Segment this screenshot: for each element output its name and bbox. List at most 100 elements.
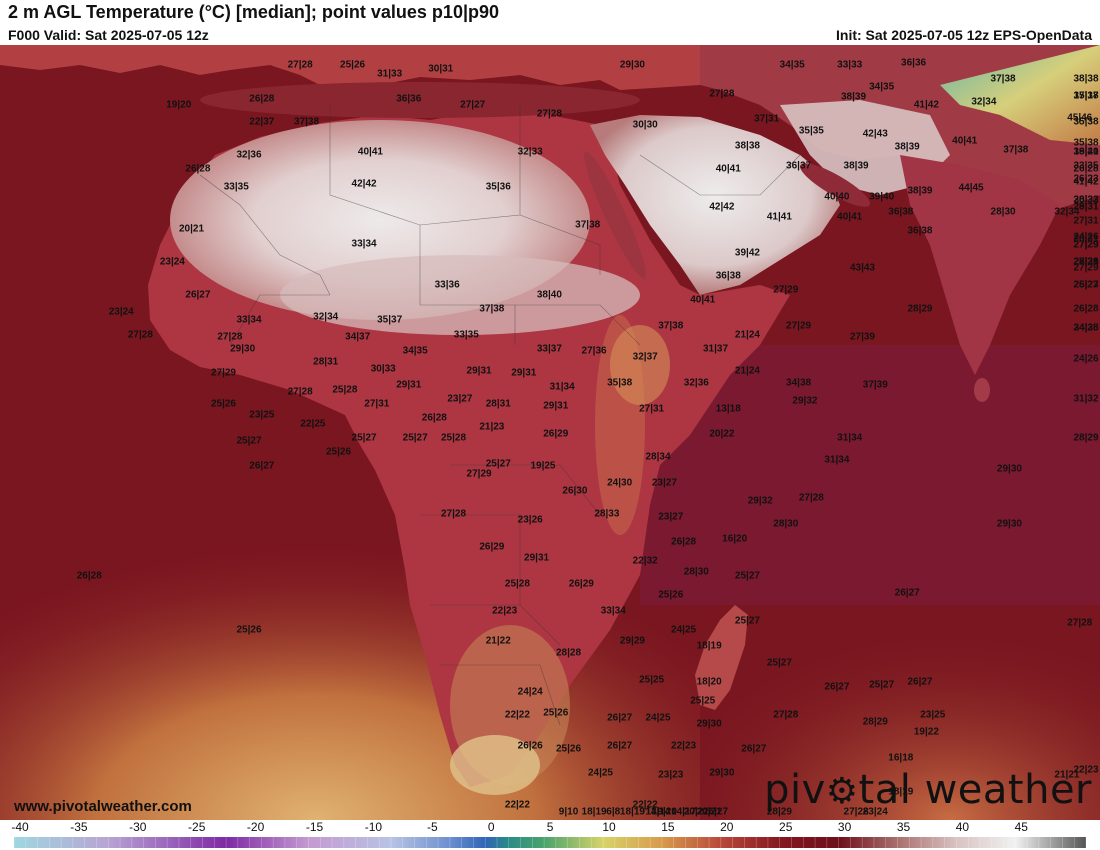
- point-value-label: 36|38: [888, 206, 914, 218]
- point-value-label: 27|28: [843, 806, 869, 818]
- point-value-label: 35|38: [1073, 116, 1099, 128]
- color-scale-tick-label: 25: [779, 820, 793, 834]
- point-value-label: 25|26: [325, 446, 352, 458]
- india-landmass: [900, 155, 1060, 375]
- point-value-label: 27|28: [287, 59, 313, 71]
- point-value-label: 29|31: [1073, 201, 1099, 213]
- point-value-label: 34|37: [345, 331, 371, 343]
- point-value-label: 28|29: [862, 716, 888, 728]
- point-value-label: 32|36: [236, 149, 262, 161]
- point-value-label: 32|34: [313, 311, 339, 323]
- point-value-label: 18|20: [1073, 146, 1099, 158]
- point-value-label: 22|37: [249, 116, 275, 128]
- point-value-label: 27|31: [364, 398, 390, 410]
- point-value-label: 25|27: [734, 615, 760, 627]
- point-value-label: 43|43: [849, 262, 875, 274]
- website-label: www.pivotalweather.com: [14, 798, 192, 815]
- point-value-label: 25|27: [351, 432, 377, 444]
- point-value-label: 37|38: [294, 116, 320, 128]
- country-borders: [199, 105, 801, 726]
- sahel-hot-band: [280, 255, 640, 335]
- persian-gulf: [800, 163, 870, 207]
- point-value-label: 26|28: [249, 93, 275, 105]
- point-value-label: 23|27: [658, 511, 684, 523]
- point-value-label: 27|28: [798, 492, 824, 504]
- point-value-label: 23|24: [159, 256, 185, 268]
- point-value-label: 26|28: [76, 570, 102, 582]
- point-value-label: 27|29: [1073, 239, 1099, 251]
- point-value-label: 44|45: [958, 182, 984, 194]
- point-value-label: 23|27: [651, 477, 677, 489]
- point-value-label: 33|34: [236, 314, 262, 326]
- point-value-label: 26|27: [185, 289, 211, 301]
- point-value-label: 27|28: [536, 108, 562, 120]
- point-value-label: 33|34: [600, 605, 626, 617]
- point-value-label: 19|25: [530, 460, 556, 472]
- point-value-label: 42|42: [709, 201, 735, 213]
- color-scale-tick-label: 35: [896, 820, 911, 834]
- brand-logo: piv⚙tal weather: [764, 767, 1092, 813]
- point-value-label: 29|30: [996, 518, 1022, 530]
- point-value-label: 33|35: [1073, 160, 1099, 172]
- point-value-label: 29|30: [619, 59, 645, 71]
- point-value-label: 26|28: [185, 163, 211, 175]
- point-value-label: 27|39: [849, 331, 875, 343]
- point-value-label: 23|26: [517, 514, 543, 526]
- point-value-label: 27|28: [773, 709, 799, 721]
- point-value-label: 26|28: [1073, 303, 1099, 315]
- point-value-label: 30|33: [370, 363, 396, 375]
- point-value-label: 29|30: [996, 463, 1022, 475]
- point-value-label: 32|34: [971, 96, 997, 108]
- point-value-label: 26|28: [1073, 163, 1099, 175]
- point-value-label: 26|27: [907, 676, 933, 688]
- point-value-label: 36|38: [907, 225, 933, 237]
- point-value-label: 19|20: [166, 99, 192, 111]
- point-value-label: 40|41: [837, 211, 863, 223]
- point-value-label: 26|27: [894, 587, 920, 599]
- point-value-label: 37|31: [754, 113, 780, 125]
- point-value-label: 24|25: [1073, 322, 1099, 334]
- point-value-label: 30|30: [632, 119, 658, 131]
- point-value-label: 22|25: [300, 418, 326, 430]
- brand-right-text: tal weather: [858, 767, 1092, 813]
- point-value-label: 25|27: [236, 435, 262, 447]
- point-value-label: 28|28: [555, 647, 582, 659]
- color-scale-tick-label: -10: [364, 820, 383, 834]
- point-value-label: 14|14: [645, 806, 671, 818]
- point-value-label: 24|25: [671, 624, 697, 636]
- point-value-label: 20|21: [683, 806, 709, 818]
- point-value-label: 38|38: [1073, 73, 1099, 85]
- point-value-label: 27|28: [127, 329, 153, 341]
- point-value-label: 30|31: [428, 63, 454, 75]
- point-value-label: 34|35: [402, 345, 428, 357]
- point-value-label: 29|31: [466, 365, 492, 377]
- point-value-label: 27|28: [709, 88, 735, 100]
- point-value-label: 16|18: [888, 752, 914, 764]
- point-value-label: 9|10: [558, 806, 579, 818]
- point-value-label: 25|25: [639, 674, 665, 686]
- map-base: [0, 45, 1100, 820]
- color-scale-tick-label: 0: [487, 820, 495, 834]
- point-value-label: 26|27: [741, 743, 767, 755]
- point-value-label: 25|26: [210, 398, 236, 410]
- point-value-label: 19|20: [651, 806, 677, 818]
- point-value-label: 6|8: [606, 806, 621, 818]
- point-value-label: 27|29: [210, 367, 236, 379]
- point-value-label: 37|38: [479, 303, 505, 315]
- brand-left-text: piv: [764, 767, 826, 813]
- point-value-label: 25|25: [690, 695, 716, 707]
- color-scale-tick-label: -25: [188, 820, 206, 834]
- point-value-label: 27|28: [1067, 617, 1093, 629]
- point-value-label: 28|34: [645, 451, 671, 463]
- temperature-map[interactable]: 27|28 25|26 31|33 30|31 26|28 36|36 27|27 27|28…: [0, 45, 1100, 820]
- point-value-label: 26|29: [568, 578, 594, 590]
- point-value-label: 29|30: [709, 767, 735, 779]
- point-value-label: 31|34: [549, 381, 575, 393]
- point-value-label: 45|46: [1067, 112, 1093, 124]
- point-value-label: 42|42: [351, 178, 377, 190]
- point-value-label: 34|38: [786, 377, 812, 389]
- point-value-label: 37|39: [862, 379, 888, 391]
- point-value-label: 32|34: [1054, 206, 1080, 218]
- point-value-label: 26|27: [249, 460, 275, 472]
- point-value-label: 25|27: [766, 657, 792, 669]
